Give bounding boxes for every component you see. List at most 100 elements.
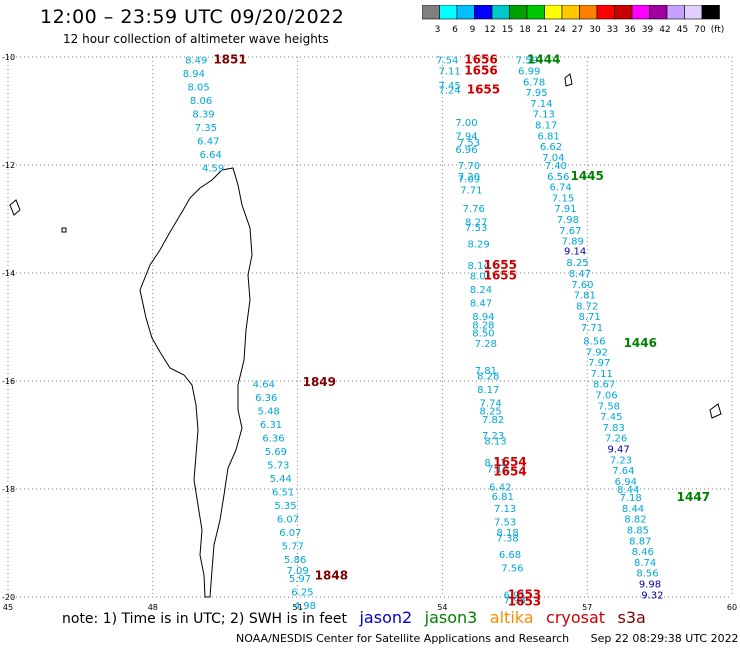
- wave-height-value: 7.35: [195, 123, 217, 134]
- wave-height-value: 7.12: [487, 464, 509, 475]
- wave-height-value: 8.67: [593, 380, 615, 391]
- wave-height-value: 8.56: [583, 337, 605, 348]
- wave-height-value: 5.77: [282, 542, 304, 553]
- wave-height-value: 7.71: [581, 323, 603, 334]
- wave-height-value: 8.71: [578, 312, 600, 323]
- wave-height-value: 5.73: [267, 461, 289, 472]
- wave-height-value: 6.94: [615, 477, 637, 488]
- lat-tick-label: -20: [2, 593, 15, 602]
- wave-height-value: 7.95: [525, 88, 547, 99]
- pass-time-label: 1446: [624, 336, 657, 350]
- wave-height-value: 9.14: [564, 246, 586, 257]
- wave-height-value: 7.60: [571, 280, 593, 291]
- wave-height-value: 7.00: [455, 118, 477, 129]
- wave-height-value: 8.85: [627, 526, 649, 537]
- colorbar-label: 3: [435, 25, 441, 35]
- madagascar-coastline: [9, 73, 722, 598]
- lon-tick-label: 51: [293, 603, 303, 612]
- colorbar-label: 36: [624, 25, 636, 35]
- wave-height-value: 6.91: [504, 590, 526, 601]
- note-text: note: 1) Time is in UTC; 2) SWH is in fe…: [62, 611, 348, 627]
- pass-time-label: 1447: [677, 490, 710, 504]
- colorbar-label: 39: [642, 25, 654, 35]
- colorbar-label: 21: [537, 25, 548, 35]
- pass-time-label: 1655: [484, 269, 517, 283]
- wave-height-value: 6.81: [537, 131, 559, 142]
- lat-tick-label: -16: [2, 377, 15, 386]
- wave-height-value: 6.62: [540, 142, 562, 153]
- lon-tick-label: 48: [148, 603, 158, 612]
- wave-height-value: 5.69: [265, 447, 287, 458]
- wave-height-value: 7.58: [598, 401, 620, 412]
- wave-height-value: 7.53: [458, 138, 480, 149]
- coastline-path: [139, 167, 253, 598]
- wave-height-value: 7.53: [494, 517, 516, 528]
- wave-height-value: 8.74: [634, 558, 656, 569]
- pass-time-label: 1653: [508, 594, 541, 608]
- wave-height-value: 8.17: [535, 121, 557, 132]
- wave-height-value: 8.24: [470, 285, 492, 296]
- colorbar-label: 24: [554, 25, 566, 35]
- pass-time-label: 1445: [570, 169, 603, 183]
- legend-row: note: 1) Time is in UTC; 2) SWH is in fe…: [62, 608, 654, 627]
- wave-height-value: 8.06: [190, 96, 212, 107]
- wave-height-value: 8.50: [472, 328, 494, 339]
- wave-height-value: 8.13: [484, 436, 506, 447]
- pass-time-label: 1655: [484, 258, 517, 272]
- wave-height-value: 6.78: [523, 77, 545, 88]
- wave-height-value: 6.47: [197, 137, 219, 148]
- wave-height-value: 5.48: [258, 407, 280, 418]
- wave-height-value: 8.28: [472, 320, 494, 331]
- wave-height-value: 8.49: [185, 56, 207, 67]
- wave-height-value: 5.97: [289, 574, 311, 585]
- wave-height-value: 6.96: [455, 145, 477, 156]
- wave-height-value: 7.92: [586, 347, 608, 358]
- wave-height-value: 7.15: [552, 193, 574, 204]
- colorbar-label: 12: [484, 25, 495, 35]
- time-labels: 1851184918481656165616551444144516551655…: [213, 53, 710, 609]
- pass-time-label: 1656: [464, 64, 497, 78]
- map-title: 12:00 – 23:59 UTC 09/20/2022: [40, 6, 345, 28]
- wave-height-value: 8.44: [622, 504, 644, 515]
- wave-height-value: 7.23: [482, 431, 504, 442]
- wave-height-value: 8.25: [566, 258, 588, 269]
- wave-height-value: 7.09: [286, 566, 308, 577]
- wave-labels: 8.49 8.94 8.05 8.06 8.39 7.35 6.47 6.64 4.59 4.64…: [183, 56, 664, 612]
- colorbar-label: 30: [589, 25, 601, 35]
- wave-height-value: 7.81: [475, 366, 497, 377]
- wave-height-value: 4.98: [294, 601, 316, 612]
- wave-height-value: 7.64: [612, 466, 634, 477]
- wave-height-value: 7.40: [545, 161, 567, 172]
- legend-altika: altika: [489, 608, 534, 627]
- wave-height-value: 6.99: [518, 67, 540, 78]
- wave-height-value: 7.20: [458, 172, 480, 183]
- wave-height-value: 7.54: [436, 56, 458, 67]
- wave-height-value: 7.70: [458, 161, 480, 172]
- wave-height-value: 7.59: [516, 56, 538, 67]
- pass-time-label: 1656: [464, 53, 497, 67]
- wave-height-value: 7.83: [603, 423, 625, 434]
- legend-s3a: s3a: [617, 608, 646, 627]
- wave-height-value: 7.18: [620, 493, 642, 504]
- lon-tick-label: 45: [3, 603, 13, 612]
- lon-tick-label: 60: [727, 603, 737, 612]
- wave-height-value: 7.38: [496, 534, 518, 545]
- wave-height-value: 4.59: [202, 164, 224, 175]
- colorbar-label: 18: [519, 25, 531, 35]
- pass-time-label: 1849: [303, 375, 336, 389]
- island-small-2: [709, 403, 722, 419]
- wave-height-value: 6.36: [262, 434, 284, 445]
- island-small-4: [61, 227, 67, 233]
- wave-height-value: 6.31: [260, 420, 282, 431]
- wave-height-value: 7.14: [530, 99, 552, 110]
- wave-height-value: 7.82: [482, 415, 504, 426]
- colorbar-label: 70: [694, 25, 706, 35]
- wave-height-value: 7.23: [610, 455, 632, 466]
- wave-height-value: 7.94: [455, 131, 477, 142]
- wave-height-value: 8.47: [569, 269, 591, 280]
- map-subtitle: 12 hour collection of altimeter wave hei…: [63, 32, 329, 46]
- wave-height-value: 6.51: [272, 488, 294, 499]
- wave-height-value: 7.45: [600, 412, 622, 423]
